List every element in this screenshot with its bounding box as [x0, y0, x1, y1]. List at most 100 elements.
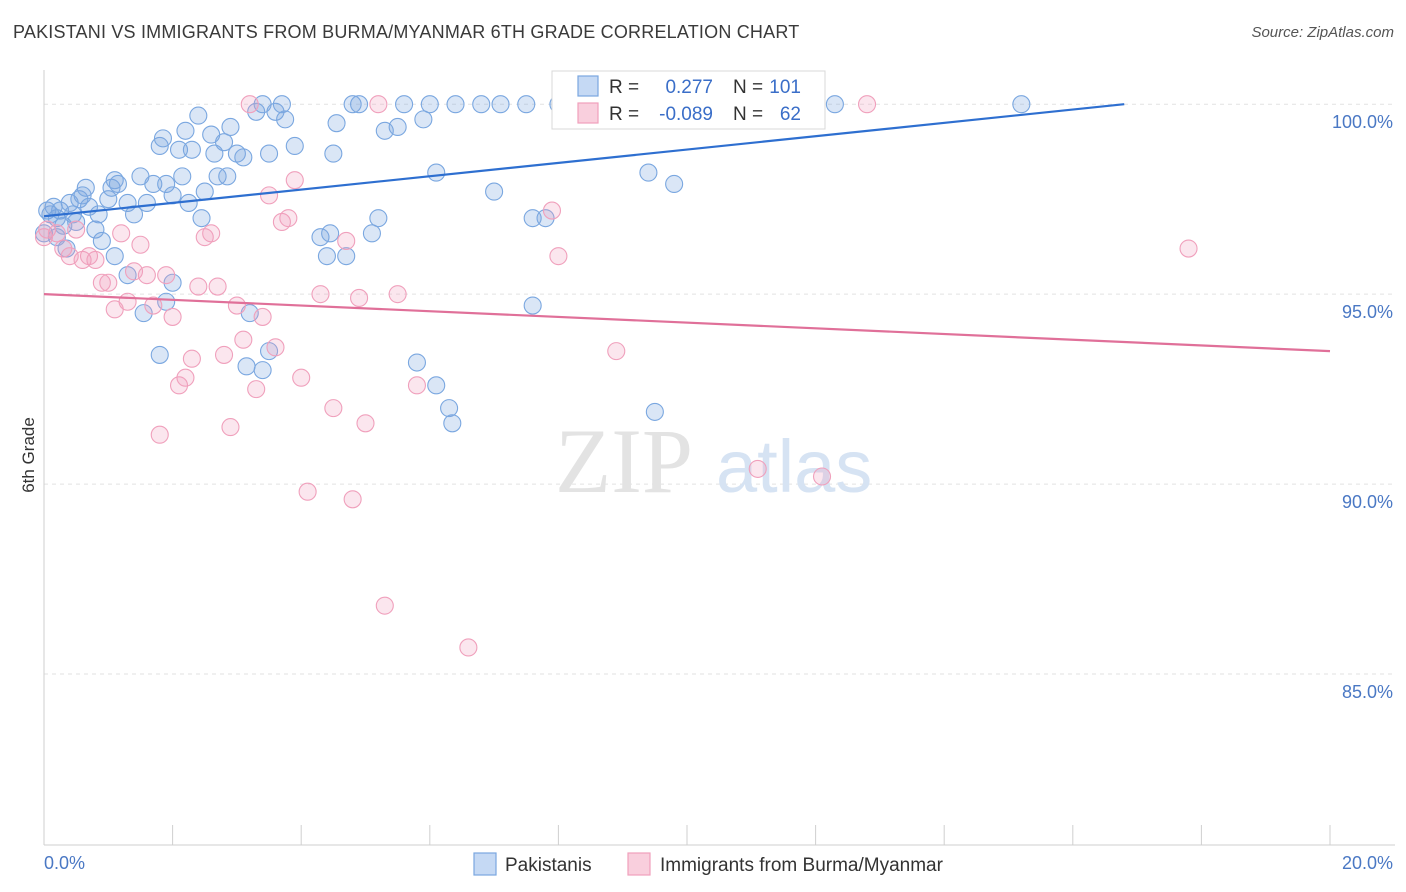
point-pakistanis: [92, 231, 111, 251]
point-burma: [150, 425, 169, 444]
point-pakistanis: [134, 304, 153, 323]
point-pakistanis: [350, 95, 369, 114]
point-burma: [607, 342, 626, 361]
point-burma: [247, 380, 266, 399]
stats-legend: R = 0.277 N = 101 R = -0.089 N = 62: [551, 70, 826, 130]
legend-swatch-burma: [627, 852, 651, 876]
point-burma: [459, 638, 478, 657]
point-burma: [259, 186, 279, 205]
point-burma: [748, 459, 767, 478]
point-burma: [208, 277, 227, 296]
point-pakistanis: [523, 296, 542, 315]
watermark: ZIP atlas: [555, 410, 872, 512]
point-pakistanis: [195, 182, 214, 201]
point-burma: [67, 220, 86, 239]
point-pakistanis: [446, 95, 465, 114]
point-pakistanis: [214, 133, 234, 152]
point-pakistanis: [414, 110, 433, 129]
point-burma: [407, 376, 426, 395]
point-burma: [356, 414, 375, 433]
point-burma: [144, 296, 163, 315]
point-pakistanis: [259, 144, 279, 163]
legend-label-burma: Immigrants from Burma/Myanmar: [660, 855, 944, 876]
stats-r-value-2: -0.089: [659, 104, 713, 125]
point-burma: [812, 467, 832, 486]
point-pakistanis: [324, 144, 343, 163]
point-pakistanis: [369, 209, 388, 228]
point-burma: [337, 231, 356, 251]
point-pakistanis: [395, 95, 414, 114]
point-pakistanis: [645, 402, 664, 421]
point-burma: [311, 285, 330, 304]
point-pakistanis: [189, 106, 208, 125]
point-pakistanis: [173, 167, 192, 186]
point-burma: [214, 345, 234, 364]
point-pakistanis: [157, 174, 176, 194]
point-pakistanis: [665, 174, 684, 194]
y-tick-labels: 85.0% 90.0% 95.0% 100.0%: [1332, 112, 1393, 702]
point-burma: [375, 596, 394, 615]
source-label: Source: ZipAtlas.com: [1251, 24, 1394, 41]
point-pakistanis: [362, 224, 381, 243]
point-pakistanis: [182, 140, 201, 159]
point-burma: [163, 307, 182, 326]
point-pakistanis: [153, 129, 173, 148]
point-burma: [369, 95, 388, 114]
point-pakistanis: [247, 102, 266, 121]
point-pakistanis: [1012, 95, 1031, 114]
point-burma: [234, 330, 253, 349]
point-pakistanis: [517, 95, 536, 114]
point-pakistanis: [176, 121, 195, 140]
point-pakistanis: [420, 95, 439, 114]
series-legend: Pakistanis Immigrants from Burma/Myanmar: [473, 852, 944, 876]
point-burma: [118, 292, 137, 311]
point-pakistanis: [47, 228, 66, 247]
point-pakistanis: [76, 178, 95, 197]
point-burma: [92, 273, 111, 292]
point-burma: [54, 239, 73, 258]
point-burma: [227, 296, 246, 315]
point-pakistanis: [218, 167, 237, 186]
data-points: [34, 95, 1198, 657]
point-pakistanis: [221, 117, 240, 137]
point-pakistanis: [491, 95, 510, 114]
point-burma: [549, 247, 568, 266]
point-pakistanis: [388, 117, 407, 137]
point-pakistanis: [266, 102, 285, 121]
point-pakistanis: [86, 220, 105, 239]
stats-n-label-1: N =: [733, 77, 763, 98]
point-burma: [388, 285, 407, 304]
point-burma: [38, 220, 57, 239]
point-burma: [131, 235, 150, 254]
stats-swatch-pakistanis: [577, 75, 599, 97]
point-pakistanis: [99, 190, 118, 209]
point-pakistanis: [169, 140, 189, 159]
point-burma: [176, 368, 195, 387]
point-pakistanis: [321, 224, 340, 243]
point-pakistanis: [150, 345, 169, 364]
legend-label-pakistanis: Pakistanis: [505, 855, 592, 876]
x-tick-label-max: 20.0%: [1342, 853, 1393, 873]
point-burma: [350, 288, 369, 307]
point-pakistanis: [234, 148, 253, 167]
point-pakistanis: [317, 247, 336, 266]
point-pakistanis: [108, 174, 127, 194]
point-burma: [343, 490, 362, 509]
y-tick-label: 95.0%: [1342, 302, 1393, 322]
point-burma: [182, 349, 201, 368]
point-burma: [240, 95, 259, 114]
y-tick-label: 90.0%: [1342, 492, 1393, 512]
watermark-zip: ZIP: [555, 410, 693, 512]
point-pakistanis: [311, 228, 330, 247]
legend-swatch-pakistanis: [473, 852, 497, 876]
point-pakistanis: [443, 414, 462, 433]
point-burma: [157, 266, 176, 285]
stats-r-label-1: R =: [609, 77, 639, 98]
point-pakistanis: [253, 361, 272, 380]
point-pakistanis: [472, 95, 491, 114]
point-pakistanis: [343, 95, 362, 114]
point-pakistanis: [639, 163, 658, 182]
stats-r-value-1: 0.277: [665, 77, 713, 98]
trend-lines: [43, 103, 1331, 353]
